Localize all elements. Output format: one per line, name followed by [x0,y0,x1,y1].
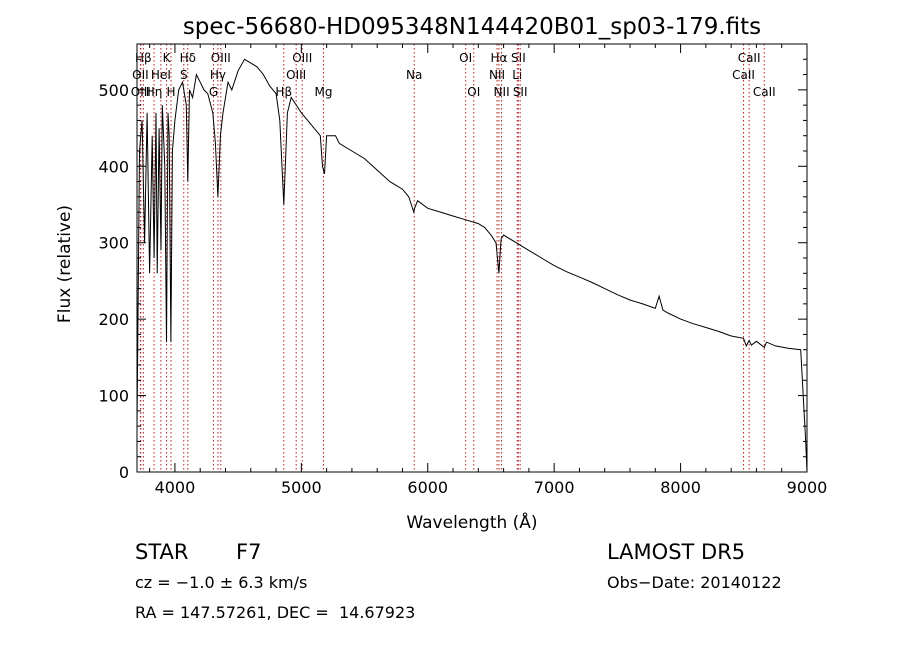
axes: 4000 5000 6000 7000 8000 9000 0 100 200 300 400 500 [98,44,827,497]
object-type: STAR [135,540,189,564]
marker-label: OIII [286,68,306,82]
observation-date: Obs−Date: 20140122 [607,573,782,592]
y-tick-label: 0 [119,463,129,482]
marker-label: Mg [314,85,332,99]
spectrum-series [136,58,808,473]
marker-label: G [209,85,218,99]
x-tick-label: 5000 [281,478,322,497]
ra-dec-coordinates: RA = 147.57261, DEC = 14.67923 [135,603,416,622]
marker-label: OI [467,85,480,99]
marker-label: Hα [490,51,507,65]
marker-label: OIII [131,85,151,99]
marker-label: Hγ [210,68,226,82]
x-tick-label: 9000 [787,478,828,497]
plot-frame [136,43,808,473]
y-tick-label: 400 [98,157,129,176]
x-tick-label: 7000 [534,478,575,497]
marker-label: OIII [292,51,312,65]
marker-label: OIII [211,51,231,65]
y-tick-label: 300 [98,234,129,253]
marker-label: NII [494,85,510,99]
chart-title: spec-56680-HD095348N144420B01_sp03-179.f… [183,14,761,40]
marker-label: HeI [151,68,171,82]
x-axis-label: Wavelength (Å) [406,511,537,533]
marker-label: CaII [738,51,761,65]
marker-label: SII [513,85,528,99]
marker-label: CaII [732,68,755,82]
survey-name: LAMOST DR5 [607,540,746,564]
x-tick-label: 4000 [155,478,196,497]
marker-label: NII [489,68,505,82]
spectrum-line [136,58,808,473]
marker-label: Hβ [135,51,152,65]
marker-label: CaII [753,85,776,99]
y-axis-label: Flux (relative) [55,205,75,323]
marker-label: OI [459,51,472,65]
redshift-cz: cz = −1.0 ± 6.3 km/s [135,573,308,592]
marker-label: Hη [146,85,163,99]
object-subclass: F7 [236,540,262,564]
x-tick-label: 6000 [407,478,448,497]
x-tick-label: 8000 [660,478,701,497]
marker-label: H [166,85,175,99]
marker-label: K [163,51,172,65]
marker-label: Na [406,68,422,82]
line-markers: HβOIIOIIIKHeIHηHHδSOIIIHγGOIIIOIIIHβMgNa… [131,44,776,472]
marker-label: Hδ [180,51,196,65]
marker-label: SII [511,51,526,65]
y-tick-label: 500 [98,81,129,100]
marker-label: Li [512,68,522,82]
y-tick-label: 200 [98,310,129,329]
marker-label: S [180,68,188,82]
y-tick-label: 100 [98,387,129,406]
marker-label: Hβ [275,85,292,99]
